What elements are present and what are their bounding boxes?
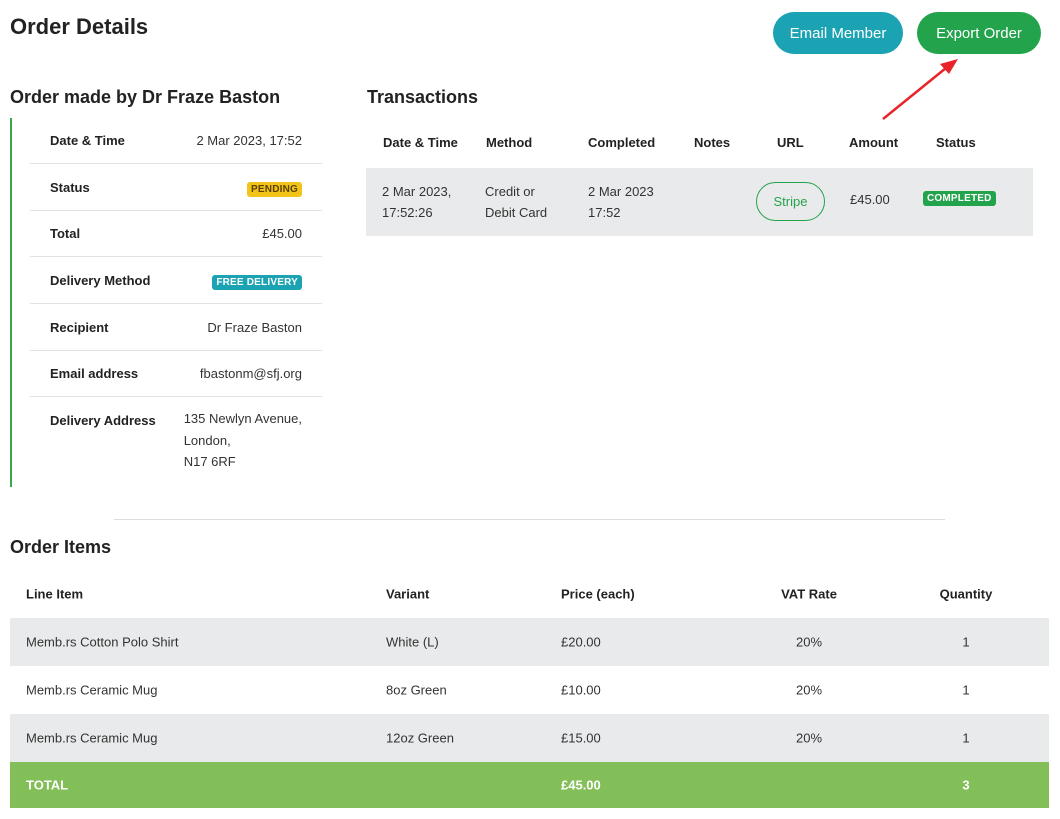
summary-label: Delivery Method bbox=[50, 273, 151, 288]
summary-value: 2 Mar 2023, 17:52 bbox=[196, 133, 302, 148]
total-quantity: 3 bbox=[962, 777, 970, 793]
quantity: 1 bbox=[962, 634, 970, 650]
transactions-table: Date & Time Method Completed Notes URL A… bbox=[366, 122, 1033, 236]
total-row: TOTAL £45.00 3 bbox=[10, 762, 1049, 808]
column-header: Line Item bbox=[26, 586, 84, 602]
order-items-table: Line Item Variant Price (each) VAT Rate … bbox=[10, 570, 1049, 808]
column-header: Date & Time bbox=[383, 135, 458, 150]
price: £15.00 bbox=[561, 730, 601, 746]
summary-label: Total bbox=[50, 226, 81, 241]
email-member-button[interactable]: Email Member bbox=[773, 12, 903, 54]
delivery-badge: FREE DELIVERY bbox=[212, 275, 302, 290]
summary-label: Delivery Address bbox=[50, 413, 156, 428]
column-header: Status bbox=[936, 135, 976, 150]
column-header: VAT Rate bbox=[781, 586, 837, 602]
transactions-header: Date & Time Method Completed Notes URL A… bbox=[366, 122, 1006, 168]
line-item: Memb.rs Cotton Polo Shirt bbox=[26, 634, 179, 650]
summary-row-total: Total £45.00 bbox=[30, 211, 322, 257]
column-header: URL bbox=[777, 135, 804, 150]
vat-rate: 20% bbox=[795, 634, 823, 650]
summary-row-date: Date & Time 2 Mar 2023, 17:52 bbox=[30, 118, 322, 164]
variant: White (L) bbox=[386, 634, 439, 650]
transaction-time: 17:52:26 bbox=[382, 205, 433, 220]
vat-rate: 20% bbox=[795, 730, 823, 746]
column-header: Amount bbox=[849, 135, 899, 150]
address-line: 135 Newlyn Avenue, bbox=[183, 411, 302, 426]
transaction-date: 2 Mar 2023, bbox=[382, 184, 452, 199]
summary-row-recipient: Recipient Dr Fraze Baston bbox=[30, 304, 322, 351]
transaction-method: Credit or bbox=[485, 184, 535, 199]
summary-row-status: Status PENDING bbox=[30, 164, 322, 211]
page-title: Order Details bbox=[10, 14, 149, 39]
variant: 12oz Green bbox=[386, 730, 454, 746]
line-item: Memb.rs Ceramic Mug bbox=[26, 730, 158, 746]
summary-label: Recipient bbox=[50, 320, 109, 335]
export-order-button[interactable]: Export Order bbox=[917, 12, 1041, 54]
summary-label: Email address bbox=[50, 366, 139, 381]
summary-row-delivery-method: Delivery Method FREE DELIVERY bbox=[30, 257, 322, 304]
summary-value: fbastonm@sfj.org bbox=[199, 366, 302, 381]
column-header: Method bbox=[486, 135, 533, 150]
transaction-method: Debit Card bbox=[485, 205, 548, 220]
summary-label: Date & Time bbox=[50, 133, 125, 148]
summary-title: Order made by Dr Fraze Baston bbox=[10, 87, 281, 107]
transaction-completed-date: 2 Mar 2023 bbox=[588, 184, 654, 199]
address-line: London, bbox=[183, 432, 231, 448]
price: £20.00 bbox=[561, 634, 601, 650]
quantity: 1 bbox=[962, 682, 970, 698]
quantity: 1 bbox=[962, 730, 970, 746]
order-summary: Date & Time 2 Mar 2023, 17:52 Status PEN… bbox=[10, 118, 322, 487]
items-header: Line Item Variant Price (each) VAT Rate … bbox=[10, 570, 1049, 618]
vat-rate: 20% bbox=[795, 682, 823, 698]
transaction-status-badge: COMPLETED bbox=[923, 191, 996, 206]
table-row: Memb.rs Ceramic Mug 12oz Green £15.00 20… bbox=[10, 714, 1049, 762]
transaction-amount: £45.00 bbox=[850, 192, 890, 207]
summary-label: Status bbox=[50, 180, 90, 195]
table-row: Memb.rs Cotton Polo Shirt White (L) £20.… bbox=[10, 618, 1049, 666]
summary-value: Dr Fraze Baston bbox=[207, 320, 302, 335]
column-header: Completed bbox=[588, 135, 656, 150]
items-title: Order Items bbox=[10, 537, 112, 557]
transaction-row: 2 Mar 2023, 17:52:26 Credit or Debit Car… bbox=[366, 168, 1033, 236]
section-divider bbox=[114, 519, 945, 520]
total-price: £45.00 bbox=[561, 777, 601, 793]
variant: 8oz Green bbox=[386, 682, 447, 698]
price: £10.00 bbox=[561, 682, 601, 698]
column-header: Price (each) bbox=[561, 586, 635, 602]
line-item: Memb.rs Ceramic Mug bbox=[26, 682, 158, 698]
total-label: TOTAL bbox=[26, 777, 69, 793]
column-header: Notes bbox=[694, 135, 731, 150]
summary-row-email: Email address fbastonm@sfj.org bbox=[30, 351, 322, 397]
column-header: Quantity bbox=[939, 586, 993, 602]
summary-row-address: Delivery Address 135 Newlyn Avenue, Lond… bbox=[30, 397, 322, 487]
address-line: N17 6RF bbox=[183, 454, 236, 469]
stripe-link-button[interactable]: Stripe bbox=[756, 182, 825, 221]
transactions-title: Transactions bbox=[367, 87, 479, 107]
summary-value: £45.00 bbox=[262, 226, 302, 241]
annotation-arrow bbox=[882, 59, 958, 120]
column-header: Variant bbox=[386, 586, 430, 602]
table-row: Memb.rs Ceramic Mug 8oz Green £10.00 20%… bbox=[10, 666, 1049, 714]
transaction-completed-time: 17:52 bbox=[588, 205, 621, 220]
status-badge: PENDING bbox=[247, 182, 302, 197]
